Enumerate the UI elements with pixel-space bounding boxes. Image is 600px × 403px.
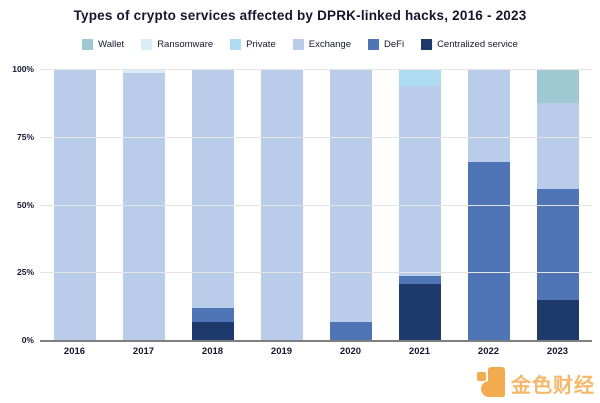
- gridline-50: [40, 204, 592, 206]
- legend-swatch-exchange: [292, 39, 304, 50]
- jinse-finance-logo-icon: [476, 367, 507, 400]
- chart-title: Types of crypto services affected by DPR…: [73, 8, 527, 23]
- bar-2023-segment-defi: [536, 189, 579, 301]
- y-tick-25: 25%: [16, 267, 34, 278]
- bar-slot-2023: [523, 70, 592, 341]
- watermark: 金色财经: [476, 367, 595, 400]
- x-label-2022: 2022: [477, 346, 500, 357]
- logo-square-big: [488, 367, 505, 384]
- legend-label: Centralized service: [437, 39, 518, 50]
- gridline-100: [40, 69, 592, 70]
- bar-slot-2016: [40, 70, 109, 341]
- legend-label: Private: [246, 39, 276, 50]
- bar-2020-segment-defi: [329, 322, 372, 341]
- bar-2017-segment-exchange: [122, 72, 165, 341]
- x-label-2023: 2023: [546, 346, 569, 357]
- bar-slot-2018: [178, 70, 247, 341]
- bars-container: [40, 70, 592, 341]
- bar-2018-segment-defi: [191, 308, 234, 323]
- legend-swatch-wallet: [82, 39, 94, 50]
- gridline-25: [40, 272, 592, 274]
- bar-2018: [191, 70, 234, 341]
- legend-item-ransomware: Ransomware: [141, 39, 213, 50]
- bar-2021-segment-centralized-service: [398, 284, 441, 341]
- x-label-2019: 2019: [270, 346, 293, 357]
- y-tick-100: 100%: [12, 64, 34, 74]
- legend-label: Ransomware: [157, 39, 214, 50]
- bar-2022-segment-exchange: [467, 70, 510, 163]
- x-label-2018: 2018: [201, 346, 224, 357]
- bar-2021-segment-defi: [398, 275, 441, 285]
- bar-2020-segment-exchange: [329, 70, 372, 323]
- bar-2021-segment-exchange: [398, 86, 441, 276]
- legend-swatch-ransomware: [141, 39, 153, 50]
- bar-2022: [467, 70, 510, 341]
- legend-item-private: Private: [230, 39, 276, 50]
- bar-2023: [536, 70, 579, 341]
- bar-2020: [329, 70, 372, 341]
- y-tick-75: 75%: [16, 131, 34, 142]
- bar-2016: [53, 70, 96, 341]
- bar-2019-segment-exchange: [260, 70, 303, 341]
- legend-item-centralized-service: Centralized service: [421, 39, 518, 50]
- bar-slot-2022: [454, 70, 523, 341]
- gridline-75: [40, 136, 592, 138]
- bar-slot-2020: [316, 70, 385, 341]
- x-label-2016: 2016: [63, 346, 86, 357]
- bar-2023-segment-wallet: [536, 70, 579, 103]
- bar-slot-2021: [385, 70, 454, 341]
- legend-swatch-centralized-service: [421, 39, 433, 50]
- y-tick-50: 50%: [16, 199, 34, 210]
- bar-2018-segment-centralized-service: [191, 322, 234, 341]
- plot-area: [40, 69, 592, 342]
- x-label-2020: 2020: [339, 346, 362, 357]
- legend-item-defi: DeFi: [368, 39, 404, 50]
- bar-2016-segment-exchange: [53, 70, 96, 341]
- legend-label: Exchange: [308, 39, 351, 50]
- bar-2021-segment-private: [398, 70, 441, 87]
- x-label-2021: 2021: [408, 346, 431, 357]
- legend-swatch-defi: [368, 39, 379, 50]
- legend-swatch-private: [230, 39, 242, 50]
- bar-2019: [260, 70, 303, 341]
- legend-label: DeFi: [384, 39, 405, 50]
- x-label-2017: 2017: [132, 346, 155, 357]
- bar-2023-segment-exchange: [536, 102, 579, 190]
- bar-slot-2019: [247, 70, 316, 341]
- x-axis-labels: 2016 2017 2018 2019 2020 2021 2022 2023: [40, 346, 592, 357]
- bar-2018-segment-exchange: [191, 70, 234, 309]
- logo-hook: [481, 381, 505, 397]
- y-tick-0: 0%: [21, 335, 34, 345]
- watermark-text: 金色财经: [511, 373, 595, 397]
- legend-label: Wallet: [98, 39, 125, 50]
- bar-2017: [122, 70, 165, 341]
- logo-square-small: [477, 372, 486, 381]
- legend-item-exchange: Exchange: [292, 39, 351, 50]
- legend-item-wallet: Wallet: [82, 39, 124, 50]
- x-axis-line: [40, 340, 592, 342]
- chart-legend: Wallet Ransomware Private Exchange DeFi Centr…: [0, 39, 600, 50]
- bar-2022-segment-defi: [467, 162, 510, 341]
- bar-slot-2017: [109, 70, 178, 341]
- bar-2023-segment-centralized-service: [536, 300, 579, 341]
- bar-2021: [398, 70, 441, 341]
- y-axis-ticks: 0% 25% 50% 75% 100%: [0, 64, 34, 345]
- bar-2017-segment-ransomware: [122, 70, 165, 73]
